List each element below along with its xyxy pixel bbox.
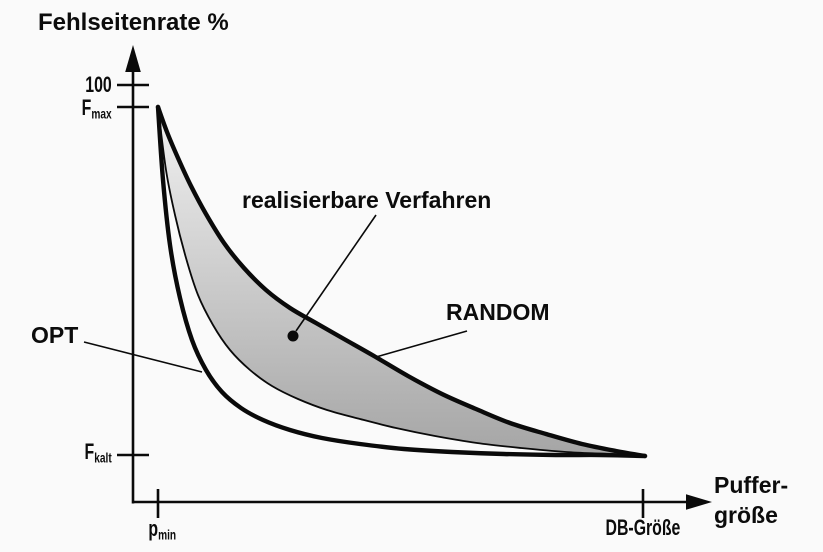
realizable-label: realisierbare Verfahren <box>242 187 492 213</box>
x-tick-label-dbsize: DB-Größe <box>605 515 681 540</box>
y-tick-label-fmax: Fmax <box>82 95 112 122</box>
x-tick-label-pmin: pmin <box>148 516 176 543</box>
realizable-region <box>158 107 645 456</box>
realizable-dot <box>287 330 299 342</box>
x-axis-label-line2: größe <box>714 502 778 528</box>
x-axis-label-line1: Puffer- <box>714 472 789 498</box>
y-axis-arrowhead <box>125 45 141 72</box>
x-axis-label: Puffer- größe <box>714 470 788 530</box>
opt-curve <box>155 104 648 459</box>
opt-leader-line <box>83 341 203 373</box>
opt-label: OPT <box>31 322 79 348</box>
x-axis-arrowhead <box>686 494 712 510</box>
random-curve <box>155 104 648 459</box>
realizable-leader-line <box>295 214 377 332</box>
figure-title: Fehlseitenrate % <box>38 9 229 36</box>
y-tick-label-fkalt: Fkalt <box>84 439 112 466</box>
y-tick-label-100: 100 <box>85 72 112 97</box>
random-label: RANDOM <box>446 299 550 325</box>
random-leader-line <box>375 330 468 358</box>
lower-bound-curve <box>157 106 646 457</box>
